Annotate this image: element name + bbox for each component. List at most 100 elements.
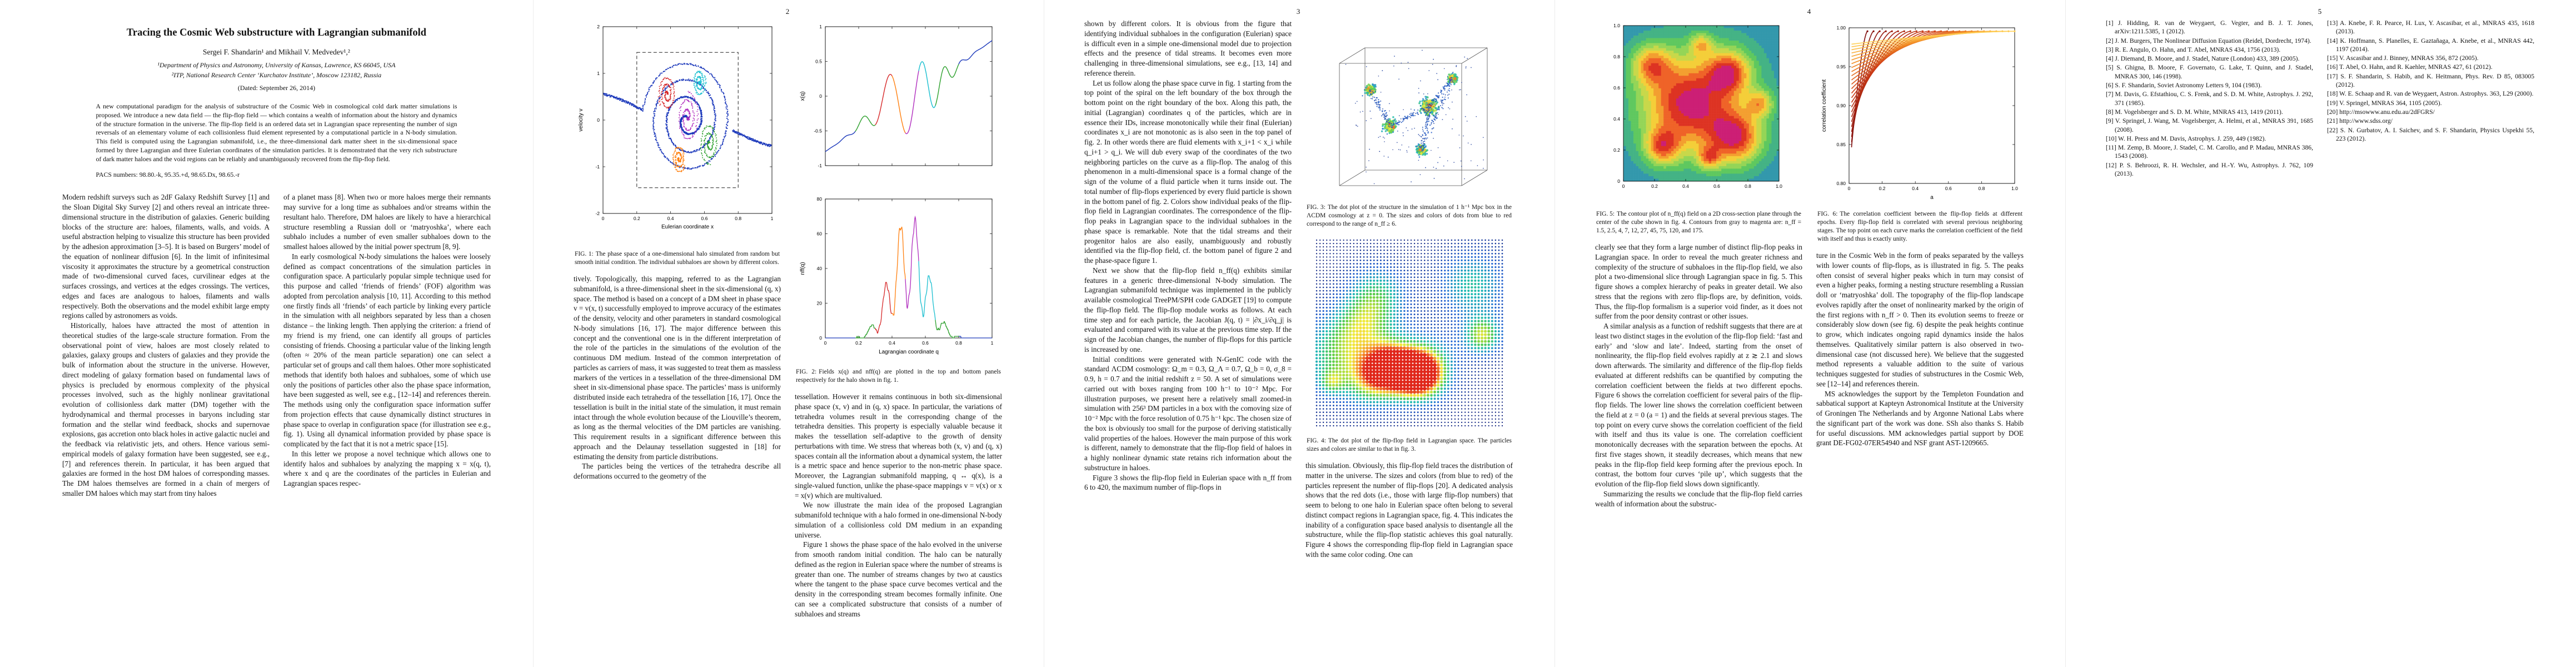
figure-6-caption: FIG. 6: The correlation coefficient betwe… bbox=[1817, 210, 2022, 243]
reference-item: [22] S. N. Gurbatov, A. I. Saichev, and … bbox=[2327, 126, 2534, 142]
page1-body: Modern redshift surveys such as 2dF Gala… bbox=[62, 192, 491, 498]
page2-column-1: 0 0.2 0.4 0.6 0.8 1 -2 -1 0 1 2 Eulerian coordinate… bbox=[574, 19, 781, 646]
svg-text:0.6: 0.6 bbox=[922, 340, 929, 346]
body-paragraph: In this letter we propose a novel techni… bbox=[283, 449, 491, 488]
svg-text:2: 2 bbox=[597, 24, 600, 29]
body-paragraph: In early cosmological N-body simulations… bbox=[283, 252, 491, 449]
figure-5-image: 0 0.2 0.4 0.6 0.8 1.000.20.40.60.81.0 bbox=[1613, 23, 1782, 189]
page-number: 2 bbox=[785, 7, 790, 16]
reference-item: [15] V. Ascasibar and J. Binney, MNRAS 3… bbox=[2327, 54, 2479, 62]
figure-2-label: FIG. 2: bbox=[796, 369, 817, 375]
figure-5-caption-text: The contour plot of n_ff(q) field on a 2… bbox=[1596, 211, 1801, 235]
figure-3-caption: FIG. 3: The dot plot of the structure in … bbox=[1307, 203, 1512, 228]
page5-body: [1] J. Hidding, R. van de Weygaert, G. V… bbox=[2106, 19, 2534, 646]
body-paragraph: Figure 3 shows the flip-flop field in Eu… bbox=[1084, 473, 1292, 492]
svg-text:0.2: 0.2 bbox=[855, 340, 862, 346]
figure-3-image bbox=[1339, 47, 1487, 186]
paper-authors: Sergei F. Shandarin¹ and Mikhail V. Medv… bbox=[203, 48, 350, 57]
body-paragraph: Modern redshift surveys such as 2dF Gala… bbox=[62, 193, 270, 320]
page-number: 5 bbox=[2318, 7, 2322, 16]
svg-text:nff(q): nff(q) bbox=[800, 262, 806, 275]
svg-text:Eulerian coordinate x: Eulerian coordinate x bbox=[661, 224, 714, 230]
figure-1-image: 0 0.2 0.4 0.6 0.8 1 -2 -1 0 1 2 Eulerian coordinate… bbox=[578, 24, 774, 230]
references-column-2: [13] A. Knebe, F. R. Pearce, H. Lux, Y. … bbox=[2327, 19, 2534, 646]
figure-5: 0 0.2 0.4 0.6 0.8 1.0 0 0.2 0.4 0.6 0.8 1.0 FIG. 5:… bbox=[1595, 20, 1802, 235]
figure-2-caption: FIG. 2: Fields x(q) and nff(q) are plotte… bbox=[796, 368, 1001, 385]
page-4: 4 0 0.2 0.4 0.6 0.8 1.0 0 0.2 0.4 0.6 0.8 1.0 FIG. … bbox=[1554, 0, 2063, 667]
page1-column-2: of a planet mass [8]. When two or more h… bbox=[283, 192, 491, 498]
body-paragraph: Let us follow along the phase space curv… bbox=[1084, 78, 1292, 265]
svg-text:60: 60 bbox=[816, 231, 822, 237]
figure-4-image bbox=[1315, 239, 1503, 427]
page-2: 2 0 0.2 0.4 0.6 0.8 1 -2 -1 0 1 2 Eulerian coordina… bbox=[533, 0, 1042, 667]
figure-6-image: 0 0.2 0.4 0.6 0.8 1.00.800.850.900.951.00acor… bbox=[1821, 25, 2018, 201]
page4-column-1: 0 0.2 0.4 0.6 0.8 1.0 0 0.2 0.4 0.6 0.8 1.0 FIG. 5:… bbox=[1595, 19, 1802, 646]
reference-item: [4] J. Diemand, B. Moore, and J. Stadel,… bbox=[2106, 55, 2300, 63]
svg-text:80: 80 bbox=[816, 196, 822, 202]
body-paragraph: The particles being the vertices of the … bbox=[574, 462, 781, 481]
reference-item: [8] M. Vogelsberger and S. D. M. White, … bbox=[2106, 108, 2283, 116]
svg-text:1: 1 bbox=[990, 340, 993, 346]
body-paragraph: shown by different colors. It is obvious… bbox=[1084, 19, 1292, 77]
page-1: Tracing the Cosmic Web substructure with… bbox=[22, 0, 531, 667]
reference-item: [19] V. Springel, MNRAS 364, 1105 (2005)… bbox=[2327, 99, 2442, 107]
svg-text:20: 20 bbox=[816, 301, 822, 306]
reference-item: [16] T. Abel, O. Hahn, and R. Kaehler, M… bbox=[2327, 63, 2493, 71]
svg-text:Lagrangian coordinate q: Lagrangian coordinate q bbox=[879, 349, 939, 355]
figure-4-label: FIG. 4: bbox=[1307, 437, 1326, 445]
reference-item: [18] W. E. Schaap and R. van de Weygaert… bbox=[2327, 90, 2534, 98]
references-column-1: [1] J. Hidding, R. van de Weygaert, G. V… bbox=[2106, 19, 2313, 646]
svg-text:0: 0 bbox=[601, 216, 604, 221]
svg-text:-1: -1 bbox=[595, 164, 600, 170]
figure-2-caption-text: Fields x(q) and nff(q) are plotted in th… bbox=[796, 369, 1001, 384]
figure-4-caption-text: The dot plot of the flip-flop field in L… bbox=[1307, 437, 1512, 453]
svg-text:0: 0 bbox=[819, 93, 822, 99]
figure-6-label: FIG. 6: bbox=[1817, 211, 1838, 217]
page-3: 3 shown by different colors. It is obvio… bbox=[1044, 0, 1552, 667]
svg-text:0.2: 0.2 bbox=[633, 216, 640, 221]
page4-column-2: 0 0.2 0.4 0.6 0.8 1.0 0.80 0.85 0.90 0.95 1.00 a cor… bbox=[1816, 19, 2024, 646]
svg-text:0.4: 0.4 bbox=[667, 216, 674, 221]
body-paragraph: A similar analysis as a function of reds… bbox=[1595, 322, 1802, 489]
figure-3-caption-text: The dot plot of the structure in the sim… bbox=[1307, 204, 1512, 228]
page2-column-2: -1 -0.5 0 0.5 1 0 20 40 60 80 0 0.2 0.4 0.6 0.8 1 Lagran… bbox=[795, 19, 1002, 646]
body-paragraph: this simulation. Obviously, this flip-fl… bbox=[1306, 461, 1513, 559]
paper-date: (Dated: September 26, 2014) bbox=[237, 83, 316, 92]
body-paragraph: Initial conditions were generated with N… bbox=[1084, 355, 1292, 472]
reference-item: [6] S. F. Shandarin, Soviet Astronomy Le… bbox=[2106, 82, 2262, 89]
reference-item: [20] http://msowww.anu.edu.au/2dFGRS/ bbox=[2327, 108, 2435, 116]
svg-text:0: 0 bbox=[819, 335, 822, 341]
reference-item: [12] P. S. Behroozi, R. H. Wechsler, and… bbox=[2106, 161, 2313, 178]
figure-1: 0 0.2 0.4 0.6 0.8 1 -2 -1 0 1 2 Eulerian coordinate… bbox=[574, 20, 781, 267]
page1-column-1: Modern redshift surveys such as 2dF Gala… bbox=[62, 192, 270, 498]
svg-text:40: 40 bbox=[816, 266, 822, 271]
reference-item: [14] K. Hoffmann, S. Planelles, E. Gazta… bbox=[2327, 37, 2534, 53]
svg-text:-0.5: -0.5 bbox=[814, 128, 822, 134]
figure-1-caption: FIG. 1: The phase space of a one-dimensio… bbox=[575, 250, 780, 267]
body-paragraph: MS acknowledges the support by the Templ… bbox=[1816, 389, 2024, 447]
reference-item: [9] V. Springel, J. Wang, M. Vogelsberge… bbox=[2106, 117, 2313, 133]
svg-text:0.8: 0.8 bbox=[735, 216, 741, 221]
svg-text:-2: -2 bbox=[595, 211, 600, 216]
svg-text:1: 1 bbox=[770, 216, 773, 221]
figure-4: FIG. 4: The dot plot of the flip-flop fie… bbox=[1306, 236, 1513, 454]
figure-3: FIG. 3: The dot plot of the structure in … bbox=[1306, 20, 1513, 228]
reference-item: [10] W. H. Press and M. Davis, Astrophys… bbox=[2106, 135, 2266, 142]
body-paragraph: tessellation. However it remains continu… bbox=[795, 392, 1002, 500]
page-5: 5 [1] J. Hidding, R. van de Weygaert, G.… bbox=[2065, 0, 2574, 667]
figure-4-caption: FIG. 4: The dot plot of the flip-flop fie… bbox=[1307, 437, 1512, 454]
affiliation-2: ²ITP, National Research Center ‘Kurchato… bbox=[171, 71, 382, 79]
reference-item: [11] M. Zemp, B. Moore, J. Stadel, C. M.… bbox=[2106, 144, 2313, 160]
body-paragraph: Historically, haloes have attracted the … bbox=[62, 321, 270, 497]
svg-text:0: 0 bbox=[597, 117, 600, 123]
figure-3-label: FIG. 3: bbox=[1307, 204, 1326, 211]
figure-6: 0 0.2 0.4 0.6 0.8 1.0 0.80 0.85 0.90 0.95 1.00 a cor… bbox=[1816, 20, 2024, 243]
body-paragraph: ture in the Cosmic Web in the form of pe… bbox=[1816, 251, 2024, 388]
svg-text:1: 1 bbox=[597, 71, 600, 76]
reference-item: [7] M. Davis, G. Efstathiou, C. S. Frenk… bbox=[2106, 91, 2313, 107]
page-number: 4 bbox=[1807, 7, 1811, 16]
figure-6-caption-text: The correlation coefficient between the … bbox=[1817, 211, 2022, 243]
svg-text:0.5: 0.5 bbox=[815, 59, 822, 64]
reference-item: [5] S. Ghigna, B. Moore, F. Governato, G… bbox=[2106, 64, 2313, 80]
pacs-line: PACS numbers: 98.80.-k, 95.35.+d, 98.65.… bbox=[96, 171, 240, 179]
